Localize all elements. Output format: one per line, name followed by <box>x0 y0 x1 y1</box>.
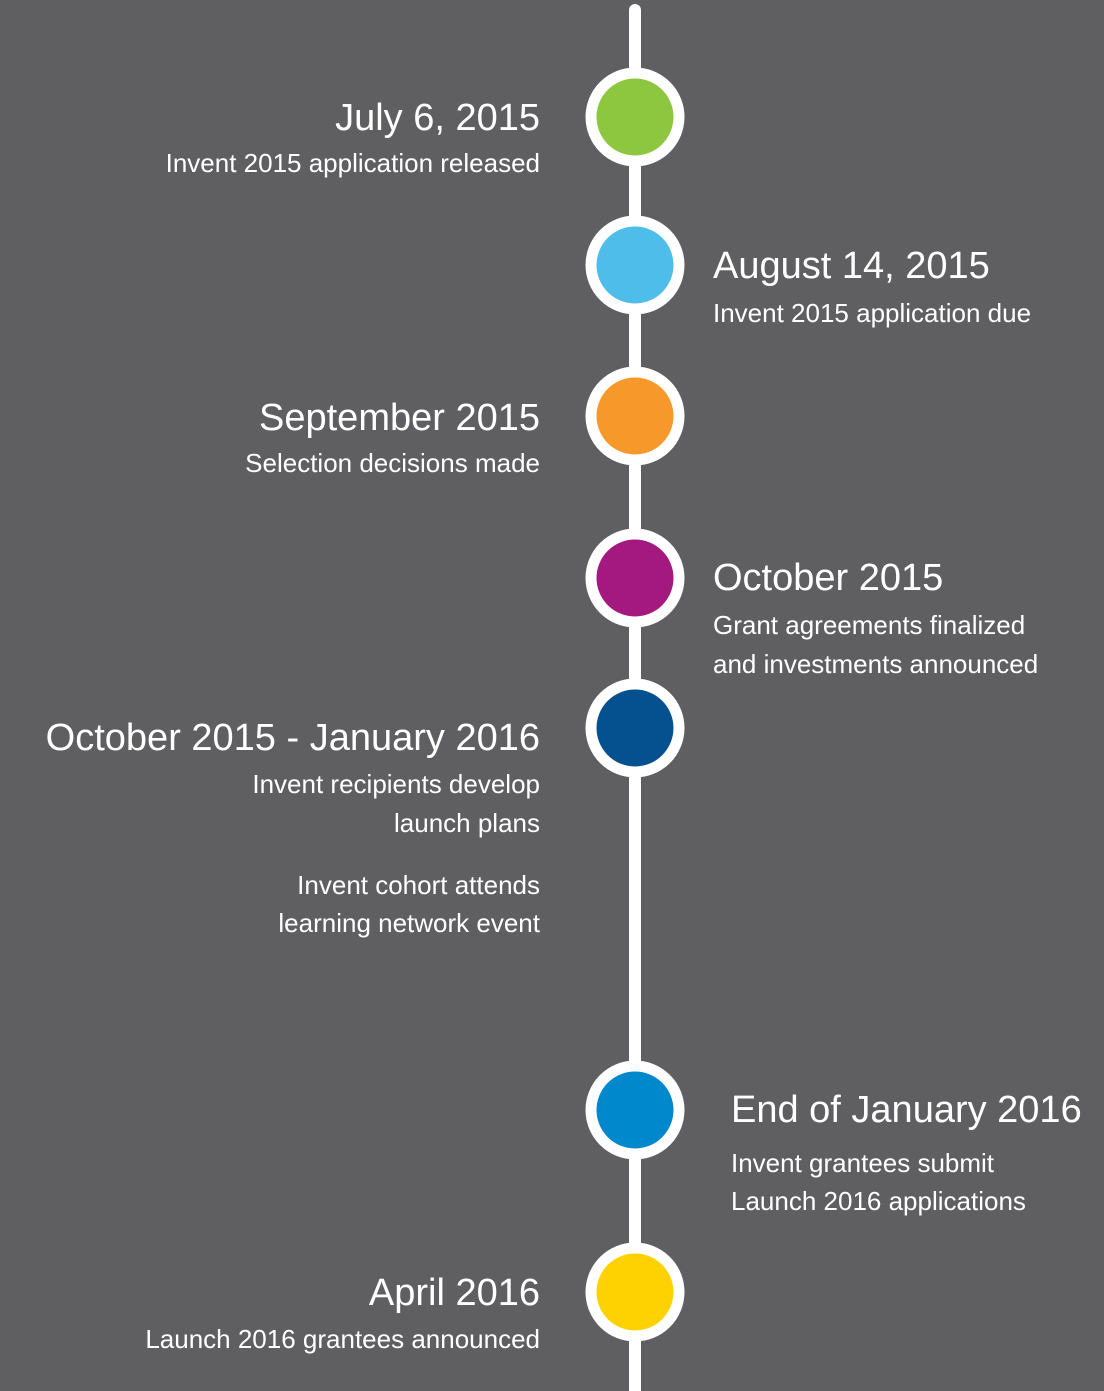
event-marker <box>585 1060 685 1160</box>
event-detail: Invent grantees submit <box>731 1148 995 1178</box>
event-detail: Invent 2015 application released <box>166 148 540 178</box>
event-detail: learning network event <box>278 908 540 938</box>
event-detail: Launch 2016 grantees announced <box>145 1324 540 1354</box>
event-marker <box>585 215 685 315</box>
event-detail: Selection decisions made <box>245 448 540 478</box>
event-detail: Invent 2015 application due <box>713 298 1031 328</box>
event-marker <box>585 1242 685 1342</box>
event-detail: and investments announced <box>713 649 1038 679</box>
event-marker <box>585 67 685 167</box>
event-detail: Launch 2016 applications <box>731 1186 1026 1216</box>
event-date: August 14, 2015 <box>713 245 990 287</box>
event-detail: launch plans <box>394 808 540 838</box>
event-date: September 2015 <box>259 397 540 439</box>
event-date: October 2015 - January 2016 <box>46 717 540 759</box>
event-date: April 2016 <box>369 1272 540 1314</box>
event-date: July 6, 2015 <box>335 97 540 139</box>
event-date: End of January 2016 <box>731 1089 1082 1131</box>
event-marker <box>585 366 685 466</box>
event-detail: Invent recipients develop <box>252 769 540 799</box>
event-detail: Grant agreements finalized <box>713 610 1025 640</box>
event-marker <box>585 678 685 778</box>
event-date: October 2015 <box>713 557 943 599</box>
event-detail: Invent cohort attends <box>297 870 540 900</box>
event-marker <box>585 528 685 628</box>
